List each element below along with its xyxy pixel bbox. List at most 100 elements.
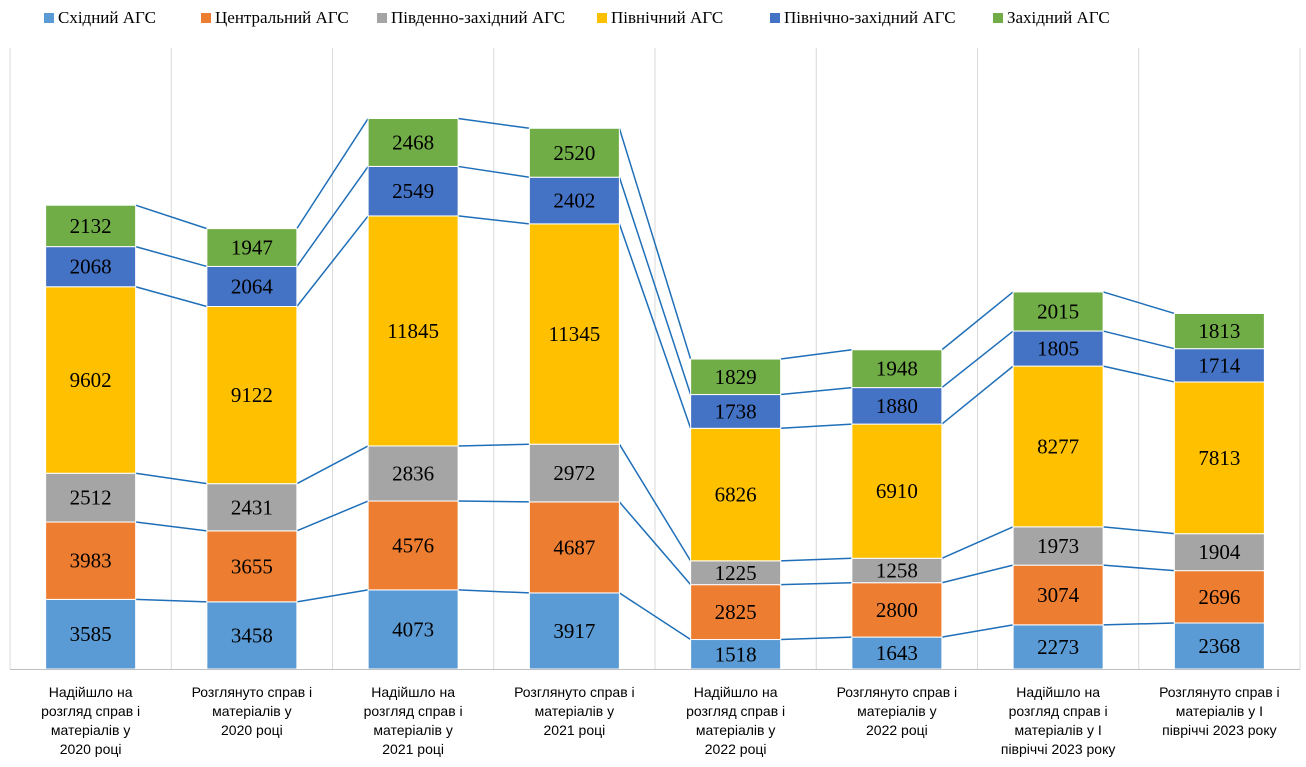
data-label: 3983 — [70, 549, 112, 573]
series-line-східний-агс — [296, 589, 369, 603]
bar-segment-центральний-агс — [528, 501, 620, 594]
bar-segment-західний-агс — [851, 349, 943, 389]
bar-segment-східний-агс — [206, 601, 298, 670]
legend-swatch-західний-агс — [993, 13, 1003, 23]
bar-segment-східний-агс — [1173, 622, 1265, 670]
data-label: 1714 — [1198, 353, 1241, 377]
series-line-центральний-агс — [296, 500, 369, 532]
series-line-південно-західний-агс — [780, 557, 852, 562]
legend-swatch-північно-західний-агс — [770, 13, 780, 23]
series-line-східний-агс — [135, 598, 207, 603]
series-line-північний-агс — [458, 215, 530, 225]
x-tick-label: Надійшло на розгляд справ і матеріалів у 20… — [41, 684, 140, 757]
data-label: 2068 — [70, 255, 112, 279]
bar-segment-східний-агс — [1012, 624, 1104, 670]
series-line-західний-агс — [618, 128, 692, 360]
bar-segment-північний-агс — [690, 427, 782, 562]
bar-segment-центральний-агс — [1012, 564, 1104, 626]
x-tick-label: Розглянуто справ і матеріалів у 2021 році — [514, 684, 635, 738]
bar-segment-північно-західний-агс — [690, 394, 782, 429]
bar-segment-північний-агс — [367, 215, 459, 447]
chart-data-labels: 3585 3458 4073 3917 1518 1643 2273 2368 3983 3655… — [70, 130, 1241, 666]
data-label: 3585 — [70, 622, 112, 646]
bar-segment-південно-західний-агс — [1012, 526, 1104, 566]
series-line-західний-агс — [135, 204, 208, 230]
bar-segment-західний-агс — [528, 127, 620, 178]
data-label: 1813 — [1198, 319, 1240, 343]
series-line-центральний-агс — [458, 500, 530, 503]
series-line-центральний-агс — [941, 564, 1014, 584]
series-line-північний-агс — [135, 286, 208, 308]
data-label: 1805 — [1037, 337, 1079, 361]
bar-segment-північно-західний-агс — [367, 165, 459, 217]
data-label: 1904 — [1198, 540, 1241, 564]
bar-segment-південно-західний-агс — [851, 557, 943, 584]
bar-segment-східний-агс — [45, 598, 137, 670]
data-label: 3655 — [231, 554, 273, 578]
legend-swatch-південно-західний-агс — [377, 13, 387, 23]
x-tick-label: Розглянуто справ і матеріалів у 2022 році — [837, 684, 958, 738]
series-line-північний-агс — [296, 215, 369, 307]
data-label: 2015 — [1037, 299, 1079, 323]
data-label: 3917 — [553, 619, 595, 643]
bar-segment-західний-агс — [45, 204, 137, 248]
x-tick-label: Надійшло на розгляд справ і матеріалів у І… — [1001, 684, 1116, 757]
bar-segment-північно-західний-агс — [206, 265, 298, 308]
series-line-східний-агс — [458, 589, 530, 594]
data-label: 6826 — [715, 483, 757, 507]
bar-segment-північний-агс — [1173, 381, 1265, 535]
bar-segment-західний-агс — [206, 228, 298, 267]
x-axis: Надійшло на розгляд справ і матеріалів у 20… — [10, 669, 1300, 757]
bar-segment-північний-агс — [528, 223, 620, 445]
bar-segment-західний-агс — [1173, 312, 1265, 350]
bar-segment-західний-агс — [690, 358, 782, 396]
data-label: 1643 — [876, 641, 918, 665]
bar-segment-центральний-агс — [690, 584, 782, 641]
legend-label-північно-західний-агс: Північно-західний АГС — [784, 8, 956, 27]
data-label: 4576 — [392, 533, 434, 557]
chart-gridlines — [9, 48, 1301, 669]
series-line-південно-західний-агс — [296, 445, 369, 485]
series-line-центральний-агс — [135, 521, 207, 532]
legend-swatch-центральний-агс — [201, 13, 211, 23]
bar-segment-північно-західний-агс — [1173, 348, 1265, 383]
bar-segment-центральний-агс — [851, 582, 943, 638]
data-label: 2972 — [553, 461, 595, 485]
data-label: 1948 — [876, 357, 918, 381]
x-tick-label: Надійшло на розгляд справ і матеріалів у 20… — [686, 684, 785, 757]
series-line-центральний-агс — [1103, 564, 1175, 572]
data-label: 1225 — [715, 561, 757, 585]
bar-segment-північно-західний-агс — [45, 246, 137, 288]
data-label: 6910 — [876, 479, 918, 503]
data-label: 2064 — [231, 274, 274, 298]
data-label: 1829 — [715, 365, 757, 389]
series-line-північно-західний-агс — [618, 176, 692, 395]
data-label: 1880 — [876, 394, 918, 418]
x-tick-label: Розглянуто справ і матеріалів у 2020 році — [192, 684, 313, 738]
data-label: 2696 — [1198, 585, 1240, 609]
series-line-північний-агс — [618, 223, 692, 429]
bar-segment-західний-агс — [1012, 291, 1104, 332]
legend-swatch-східний-агс — [44, 13, 54, 23]
series-line-західний-агс — [780, 349, 852, 360]
data-label: 2836 — [392, 461, 434, 485]
data-label: 2549 — [392, 179, 434, 203]
data-label: 1738 — [715, 399, 757, 423]
series-line-західний-агс — [1102, 291, 1175, 315]
bar-segment-східний-агс — [367, 589, 459, 670]
data-label: 2402 — [553, 189, 595, 213]
x-tick-label: Надійшло на розгляд справ і матеріалів у 20… — [364, 684, 463, 757]
series-line-східний-агс — [618, 592, 692, 641]
legend-label-східний-агс: Східний АГС — [58, 8, 156, 27]
series-line-північний-агс — [1102, 365, 1175, 383]
bar-segment-південно-західний-агс — [45, 472, 137, 523]
series-line-західний-агс — [296, 118, 369, 230]
bar-segment-північно-західний-агс — [851, 387, 943, 425]
series-line-південно-західний-агс — [618, 443, 692, 562]
data-label: 2825 — [715, 600, 757, 624]
series-line-північно-західний-агс — [296, 165, 369, 267]
data-label: 9602 — [70, 368, 112, 392]
bar-segment-західний-агс — [367, 118, 459, 167]
data-label: 7813 — [1198, 446, 1240, 470]
